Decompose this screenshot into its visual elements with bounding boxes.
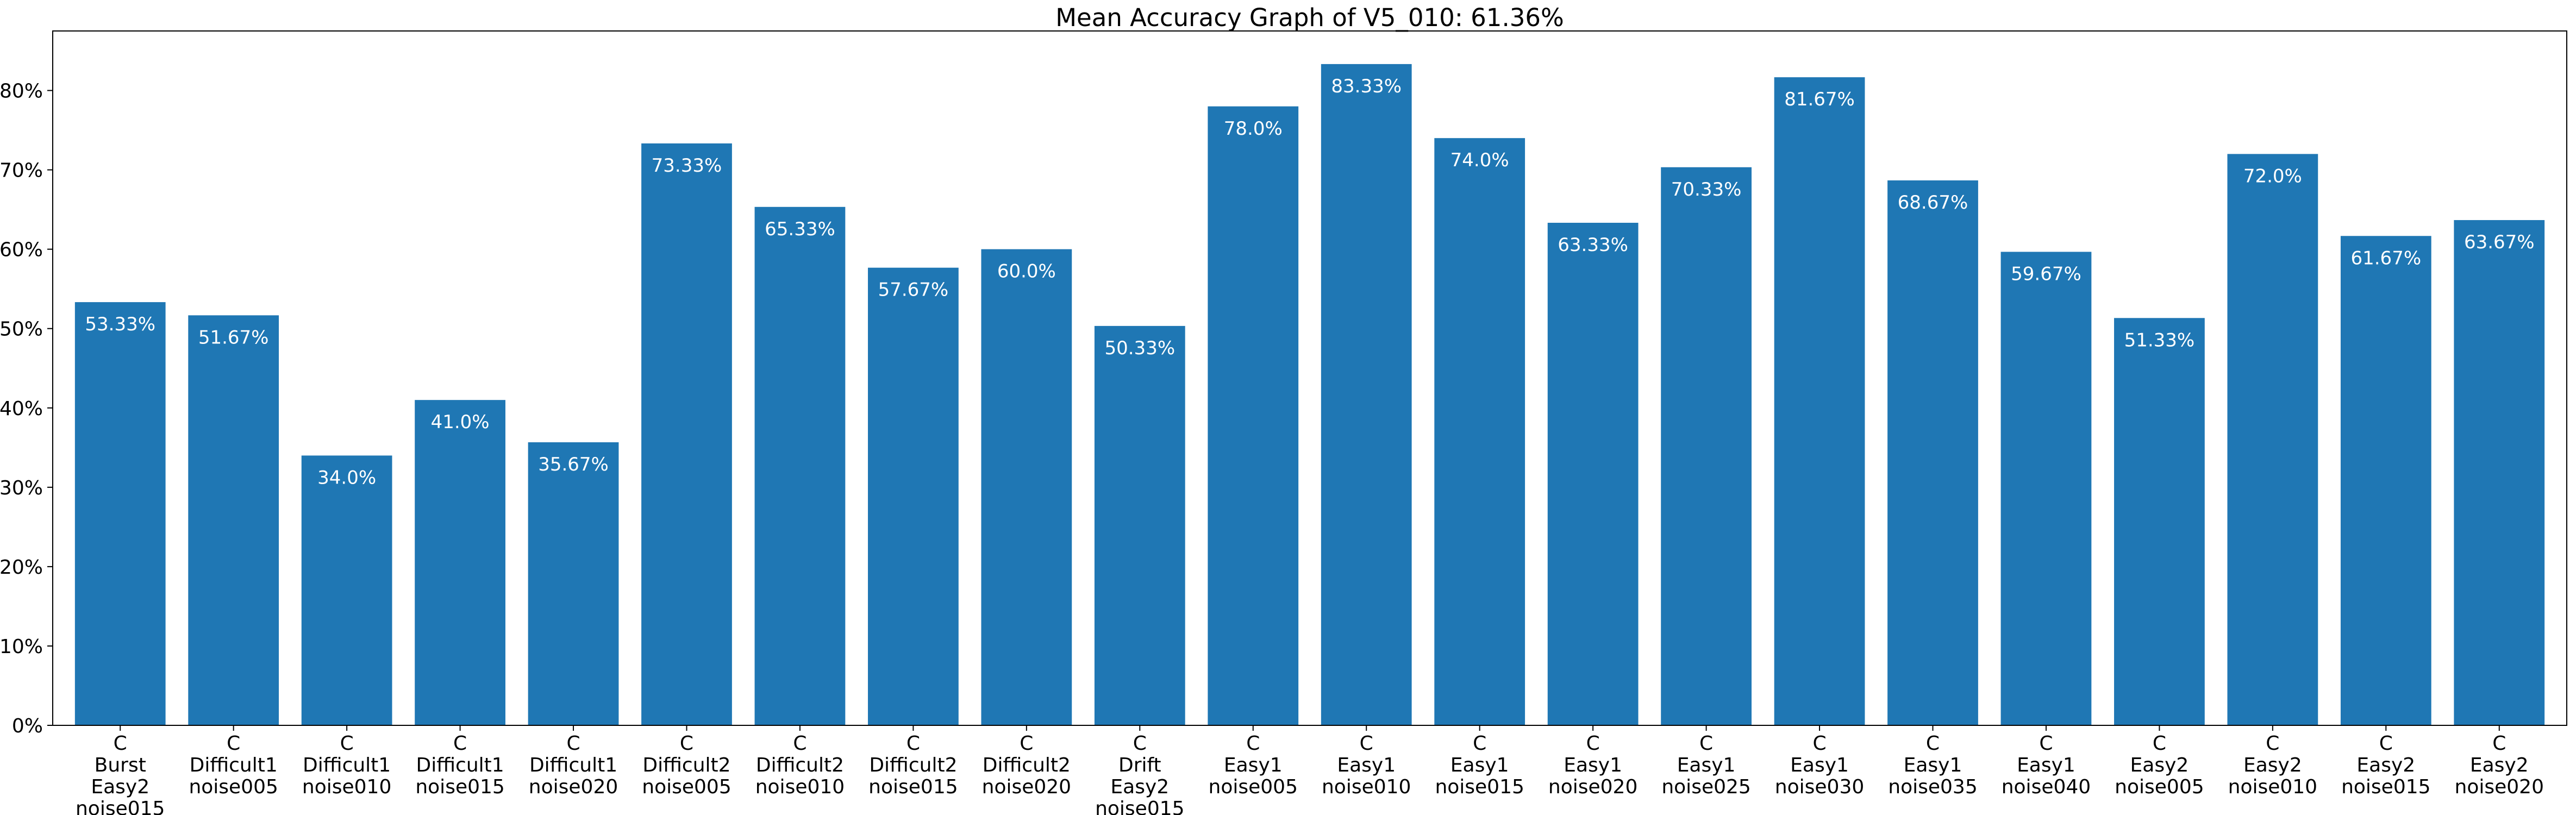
x-tick-label-10: C Easy1 noise005 — [1209, 732, 1298, 798]
bar-9 — [1094, 325, 1185, 725]
y-tick-label-8: 80% — [0, 80, 43, 103]
bar-value-label-14: 70.33% — [1671, 179, 1742, 200]
y-tick-label-0: 0% — [12, 715, 43, 737]
x-tick-label-1: C Difficult1 noise005 — [189, 732, 278, 798]
bar-value-label-17: 59.67% — [2011, 263, 2081, 285]
bar-value-label-9: 50.33% — [1104, 337, 1175, 359]
y-axis: 0% 10% 20% 30% 40% 50% 60% 70% 80% — [0, 80, 53, 737]
bar-10 — [1208, 106, 1299, 726]
y-tick-label-6: 60% — [0, 239, 43, 261]
bar-value-label-21: 63.67% — [2464, 231, 2535, 253]
bar-19 — [2227, 154, 2318, 726]
bar-20 — [2340, 236, 2431, 725]
x-tick-label-17: C Easy1 noise040 — [2002, 732, 2091, 798]
data-labels-layer: 53.33% 51.67% 34.0% 41.0% 35.67% 73.33% 65.33%… — [85, 76, 2534, 488]
bar-11 — [1321, 64, 1412, 725]
y-tick-label-2: 20% — [0, 556, 43, 579]
bar-6 — [754, 206, 846, 725]
bar-value-label-12: 74.0% — [1450, 149, 1509, 171]
bar-value-label-13: 63.33% — [1558, 234, 1628, 256]
bar-value-label-6: 65.33% — [765, 218, 835, 240]
bar-7 — [868, 267, 959, 725]
bar-16 — [1887, 180, 1978, 725]
bar-3 — [415, 400, 505, 725]
bar-value-label-11: 83.33% — [1331, 76, 1402, 97]
y-tick-label-5: 50% — [0, 318, 43, 341]
x-tick-label-13: C Easy1 noise020 — [1548, 732, 1637, 798]
bar-value-label-0: 53.33% — [85, 314, 155, 335]
bar-13 — [1547, 223, 1639, 725]
bar-value-label-8: 60.0% — [997, 261, 1056, 283]
x-tick-label-19: C Easy2 noise010 — [2228, 732, 2317, 798]
bar-value-label-20: 61.67% — [2350, 247, 2421, 269]
y-tick-label-4: 40% — [0, 398, 43, 420]
x-tick-label-12: C Easy1 noise015 — [1435, 732, 1524, 798]
y-tick-label-7: 70% — [0, 160, 43, 182]
bar-value-label-3: 41.0% — [431, 411, 490, 433]
bars-layer — [74, 64, 2545, 726]
x-tick-label-0: C Burst Easy2 noise015 — [76, 732, 165, 815]
x-tick-label-20: C Easy2 noise015 — [2341, 732, 2430, 798]
x-tick-label-14: C Easy1 noise025 — [1661, 732, 1750, 798]
bar-0 — [74, 302, 166, 725]
bar-value-label-4: 35.67% — [538, 454, 609, 475]
bar-value-label-1: 51.67% — [198, 327, 269, 348]
bar-4 — [528, 442, 619, 725]
x-tick-label-8: C Difficult2 noise020 — [982, 732, 1071, 798]
bar-value-label-15: 81.67% — [1784, 89, 1855, 110]
plot-frame — [52, 30, 2567, 726]
x-tick-label-18: C Easy2 noise005 — [2115, 732, 2204, 798]
bar-14 — [1661, 167, 1752, 725]
bar-21 — [2454, 220, 2545, 725]
bar-1 — [188, 315, 279, 725]
x-tick-label-4: C Difficult1 noise020 — [529, 732, 618, 798]
bar-18 — [2114, 318, 2205, 725]
x-tick-label-6: C Difficult2 noise010 — [755, 732, 845, 798]
bar-2 — [301, 455, 392, 725]
bar-value-label-7: 57.67% — [878, 279, 949, 301]
x-tick-label-21: C Easy2 noise020 — [2455, 732, 2544, 798]
x-tick-label-5: C Difficult2 noise005 — [642, 732, 731, 798]
x-tick-label-16: C Easy1 noise035 — [1888, 732, 1977, 798]
bar-17 — [2000, 252, 2092, 725]
x-tick-label-15: C Easy1 noise030 — [1775, 732, 1864, 798]
bar-value-label-16: 68.67% — [1898, 192, 1968, 214]
bar-5 — [641, 143, 732, 725]
y-tick-label-1: 10% — [0, 636, 43, 658]
x-tick-label-11: C Easy1 noise010 — [1322, 732, 1411, 798]
chart-title: Mean Accuracy Graph of V5_010: 61.36% — [1055, 3, 1564, 32]
bar-value-label-18: 51.33% — [2124, 329, 2195, 351]
bar-15 — [1774, 77, 1865, 725]
bar-value-label-5: 73.33% — [652, 155, 722, 177]
bar-value-label-10: 78.0% — [1224, 118, 1283, 140]
x-tick-label-3: C Difficult1 noise015 — [415, 732, 504, 798]
x-tick-label-9: C Drift Easy2 noise015 — [1095, 732, 1184, 815]
x-axis: C Burst Easy2 noise015 C Difficult1 noise005 C D… — [76, 725, 2544, 815]
x-tick-label-2: C Difficult1 noise010 — [302, 732, 391, 798]
bar-value-label-2: 34.0% — [317, 467, 376, 488]
bar-8 — [981, 249, 1072, 726]
bar-value-label-19: 72.0% — [2243, 165, 2302, 187]
x-tick-label-7: C Difficult2 noise015 — [868, 732, 958, 798]
y-tick-label-3: 30% — [0, 477, 43, 499]
bar-12 — [1434, 138, 1525, 726]
